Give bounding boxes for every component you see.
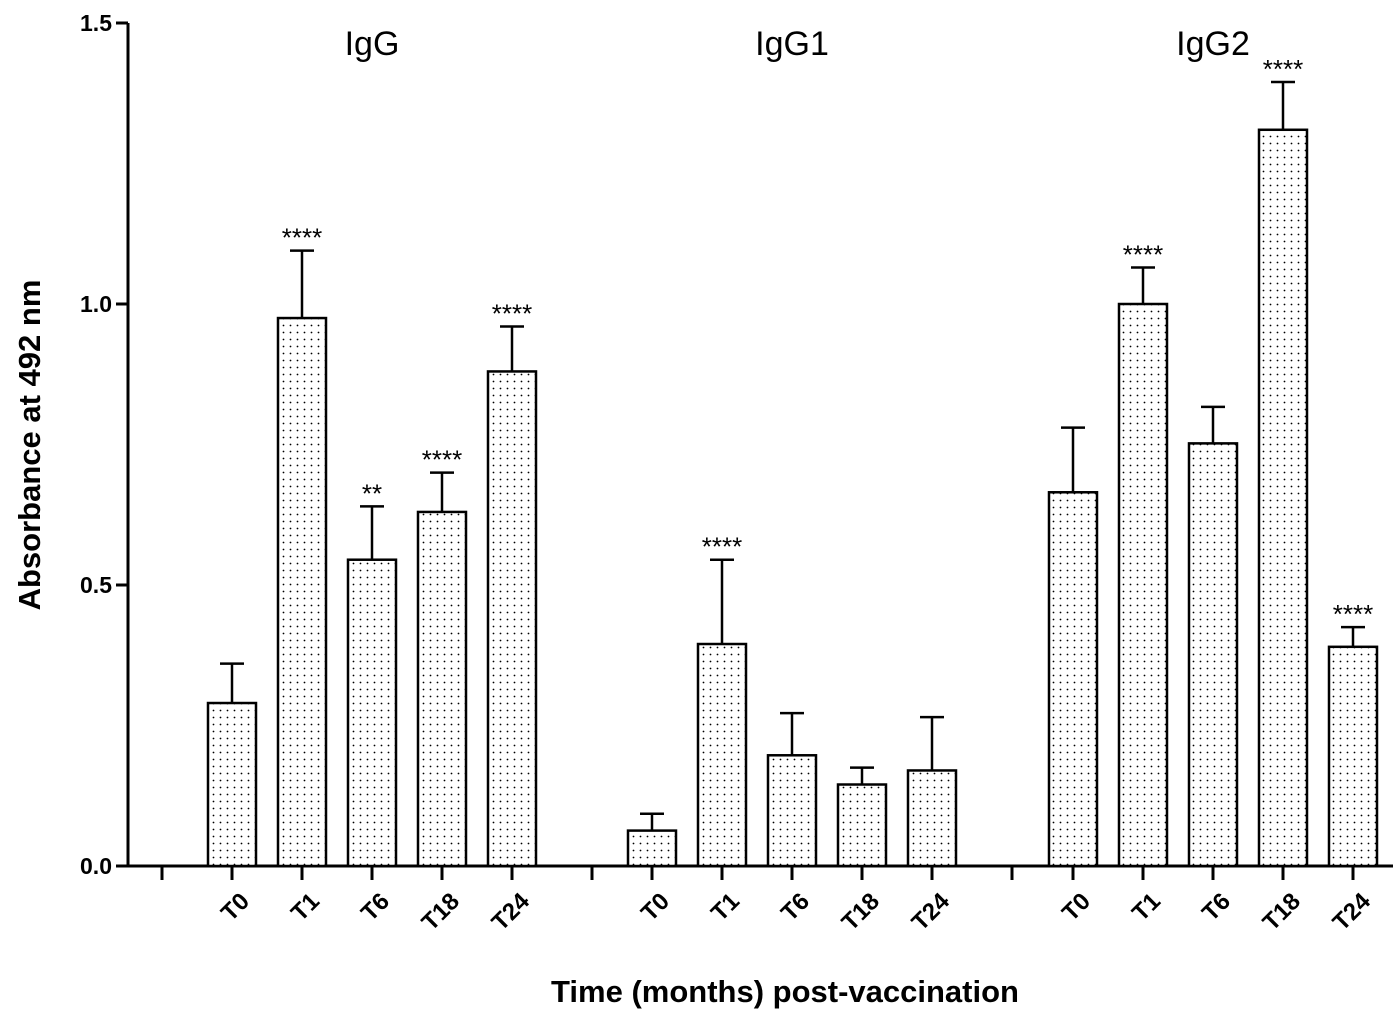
significance-label: ****	[282, 223, 322, 253]
significance-label: ****	[1123, 239, 1163, 269]
x-tick-label: T24	[907, 887, 956, 936]
group-title: IgG	[345, 25, 400, 63]
group-title: IgG2	[1176, 25, 1250, 63]
bar	[1047, 491, 1099, 868]
x-tick-label: T1	[1127, 888, 1166, 927]
bar	[276, 316, 328, 868]
bar	[206, 701, 258, 868]
x-tick-label: T6	[1197, 888, 1236, 927]
bar	[696, 642, 748, 868]
x-tick-label: T6	[776, 888, 815, 927]
x-axis-title: Time (months) post-vaccination	[551, 974, 1019, 1009]
y-tick-label: 1.0	[80, 291, 112, 317]
bar	[416, 510, 468, 868]
significance-label: ****	[1263, 54, 1303, 84]
significance-label: ****	[422, 445, 462, 475]
x-tick-label: T0	[636, 888, 675, 927]
significance-label: ****	[492, 298, 532, 328]
x-tick-label: T6	[356, 888, 395, 927]
group-title: IgG1	[755, 25, 829, 63]
axes	[116, 21, 1393, 880]
bar	[346, 558, 398, 868]
y-tick-label: 1.5	[80, 10, 112, 36]
x-tick-label: T1	[286, 888, 325, 927]
bar	[626, 829, 678, 868]
x-tick-label: T0	[1057, 888, 1096, 927]
x-tick-label: T24	[1328, 887, 1377, 936]
y-axis-title: Absorbance at 492 nm	[12, 280, 47, 611]
significance-label: ****	[1333, 599, 1373, 629]
bar	[766, 754, 818, 868]
bar	[1327, 645, 1379, 868]
x-tick-label: T0	[216, 888, 255, 927]
bar	[1257, 128, 1309, 868]
y-tick-label: 0.5	[80, 572, 112, 598]
x-tick-label: T18	[1258, 888, 1306, 936]
bar	[836, 783, 888, 868]
significance-label: ****	[702, 532, 742, 562]
bar	[1117, 302, 1169, 868]
bar	[906, 769, 958, 868]
bars	[206, 80, 1379, 868]
bar	[1187, 442, 1239, 868]
y-tick-label: 0.0	[80, 853, 112, 879]
bar	[486, 370, 538, 868]
x-tick-label: T24	[487, 887, 536, 936]
x-tick-label: T18	[417, 888, 465, 936]
x-tick-label: T18	[837, 888, 885, 936]
x-tick-label: T1	[706, 888, 745, 927]
significance-label: **	[362, 478, 382, 508]
